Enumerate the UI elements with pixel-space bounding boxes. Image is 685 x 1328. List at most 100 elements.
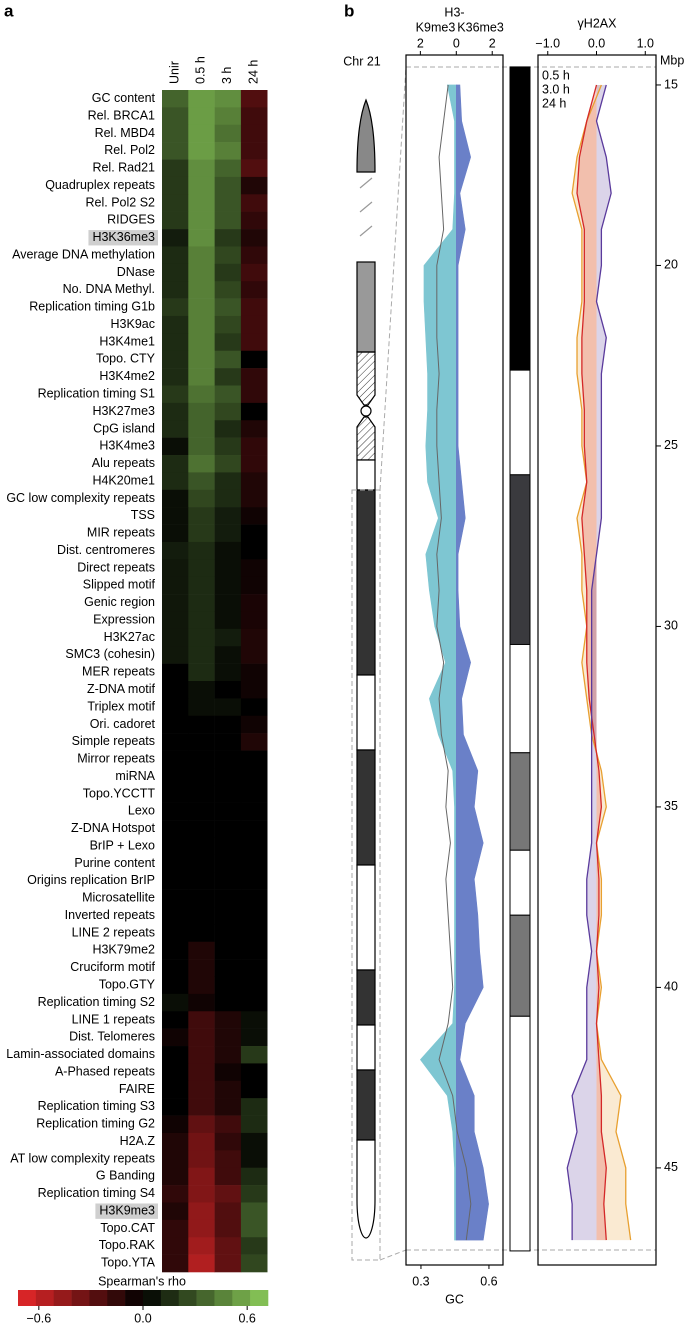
heatmap-cell xyxy=(162,1237,189,1255)
heatmap-cell xyxy=(214,1219,242,1238)
heatmap-cell xyxy=(162,246,189,265)
row-label: H3K36me3 xyxy=(92,230,155,244)
track-title: H3- xyxy=(444,5,464,19)
heatmap-cell xyxy=(162,1185,189,1203)
heatmap-cell xyxy=(240,611,268,630)
heatmap-cell xyxy=(240,472,268,491)
row-label: Cruciform motif xyxy=(70,960,155,974)
heatmap-cell xyxy=(162,1028,189,1047)
heatmap-cell xyxy=(240,889,268,908)
heatmap-cell xyxy=(188,489,215,508)
heatmap-cell xyxy=(188,993,215,1012)
heatmap-cell xyxy=(240,159,268,178)
row-label: GC content xyxy=(92,91,156,105)
heatmap-cell xyxy=(240,1098,268,1116)
heatmap-cell xyxy=(188,1115,215,1134)
heatmap-cell xyxy=(240,785,268,803)
heatmap-cell xyxy=(214,385,242,404)
heatmap-cell xyxy=(240,576,268,595)
heatmap-cell xyxy=(188,194,215,212)
heatmap-cell xyxy=(214,1098,242,1116)
heatmap-cell xyxy=(214,90,242,108)
heatmap-cell xyxy=(214,455,242,473)
legend-label: 24 h xyxy=(542,96,566,110)
row-label: CpG island xyxy=(93,421,155,435)
row-label: No. DNA Methyl. xyxy=(63,282,155,296)
series-label: K9me3 xyxy=(416,20,456,34)
heatmap-cell xyxy=(214,941,242,960)
row-label: Rel. BRCA1 xyxy=(88,108,155,122)
heatmap-cell xyxy=(162,1011,189,1029)
heatmap-cell xyxy=(162,211,189,230)
heatmap-cell xyxy=(162,611,189,630)
heatmap-cell xyxy=(162,924,189,943)
row-label: Average DNA methylation xyxy=(12,247,155,261)
heatmap-cell xyxy=(214,681,242,699)
heatmap-cell xyxy=(214,733,242,751)
heatmap-cell xyxy=(214,194,242,212)
heatmap-cell xyxy=(188,767,215,786)
heatmap-cell xyxy=(240,524,268,543)
heatmap-cell xyxy=(214,976,242,995)
y-tick-label: 35 xyxy=(664,799,678,813)
row-highlight xyxy=(95,1203,158,1219)
heatmap-cell xyxy=(240,698,268,717)
heatmap-cell xyxy=(162,785,189,803)
heatmap-cell xyxy=(240,733,268,751)
heatmap-cell xyxy=(162,90,189,108)
colorbar-block xyxy=(214,1290,233,1306)
heatmap-cell xyxy=(214,1167,242,1186)
heatmap-cell xyxy=(240,1011,268,1029)
row-label: Topo.CAT xyxy=(100,1221,155,1235)
row-label: H3K4me2 xyxy=(99,369,155,383)
area xyxy=(572,84,631,1241)
line xyxy=(571,84,632,1241)
heatmap-cell xyxy=(162,524,189,543)
heatmap-cell xyxy=(162,142,189,160)
heatmap-cell xyxy=(188,281,215,299)
x-tick-label: 0 xyxy=(453,36,460,50)
heatmap-cell xyxy=(162,402,189,421)
row-label: Lamin-associated domains xyxy=(6,1047,155,1061)
heatmap-cell xyxy=(188,385,215,404)
colorbar-title: Spearman's rho xyxy=(98,1274,186,1288)
heatmap-cell xyxy=(188,872,215,890)
heatmap-cell xyxy=(188,1185,215,1203)
row-label: Ori. cadoret xyxy=(90,717,156,731)
heatmap-cell xyxy=(188,1028,215,1047)
heatmap-cell xyxy=(214,281,242,299)
heatmap-cell xyxy=(214,507,242,525)
heatmap-cell xyxy=(240,368,268,386)
row-label: Slipped motif xyxy=(83,578,156,592)
row-label: Direct repeats xyxy=(77,560,155,574)
row-label: Topo.GTY xyxy=(99,977,156,991)
heatmap-cell xyxy=(188,1167,215,1186)
state-segment xyxy=(509,752,531,851)
row-label: Rel. MBD4 xyxy=(95,126,155,140)
panel-label: b xyxy=(344,1,354,20)
row-label: H3K9me3 xyxy=(99,1203,155,1217)
heatmap-cell xyxy=(214,1185,242,1203)
colorbar-block xyxy=(89,1290,108,1306)
heatmap-cell xyxy=(240,837,268,856)
heatmap-cell xyxy=(188,541,215,560)
heatmap-cell xyxy=(188,559,215,578)
row-label: RIDGES xyxy=(107,213,155,227)
colorbar-block xyxy=(107,1290,126,1306)
heatmap-cell xyxy=(188,437,215,456)
row-label: Topo.YTA xyxy=(101,1256,156,1270)
heatmap-cell xyxy=(214,785,242,803)
heatmap-cell xyxy=(214,298,242,317)
state-segment xyxy=(509,643,531,754)
heatmap-cell xyxy=(240,681,268,699)
heatmap-cell xyxy=(240,90,268,108)
heatmap-cell xyxy=(240,246,268,265)
heatmap-cell xyxy=(162,350,189,369)
heatmap-cell xyxy=(162,281,189,299)
heatmap-cell xyxy=(214,437,242,456)
row-label: Z-DNA motif xyxy=(87,682,156,696)
heatmap-cell xyxy=(162,159,189,178)
heatmap-cell xyxy=(188,681,215,699)
heatmap-cell xyxy=(188,785,215,803)
